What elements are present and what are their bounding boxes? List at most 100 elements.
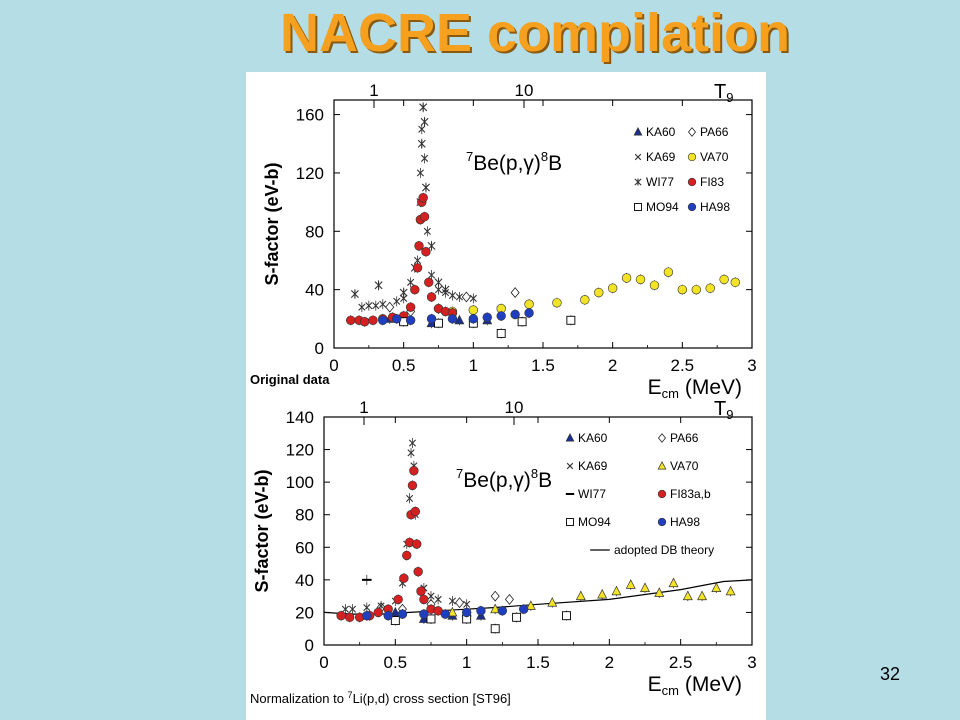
data-point <box>496 328 506 338</box>
legend-marker <box>687 152 697 162</box>
caption-rest: Li(p,d) cross section [ST96] <box>353 691 511 706</box>
data-point <box>552 298 562 308</box>
data-point <box>336 610 346 621</box>
x-tick-label: 1.5 <box>531 356 555 375</box>
data-point <box>420 117 429 126</box>
y-tick-label: 120 <box>286 441 314 460</box>
y-tick-label: 40 <box>295 571 314 590</box>
top-axis-label: T9 <box>714 398 733 422</box>
reaction-end: B <box>538 469 552 492</box>
slide-title: NACRE compilation <box>279 3 791 63</box>
data-point <box>719 274 729 285</box>
data-point <box>378 315 388 325</box>
data-point <box>597 588 608 599</box>
x-label-sub: cm <box>662 683 679 698</box>
x-label-rest: (MeV) <box>679 673 742 696</box>
data-point <box>419 609 429 619</box>
reaction-super-left: 7 <box>466 149 473 164</box>
data-point <box>461 291 471 303</box>
data-point <box>414 241 424 251</box>
reaction-label: 7Be(p,γ)8B <box>466 149 562 175</box>
data-point <box>408 439 417 447</box>
top-axis-label-main: T <box>714 81 726 103</box>
data-point <box>461 607 472 618</box>
data-point <box>350 290 359 299</box>
data-point <box>358 303 366 311</box>
x-label-sub: cm <box>662 386 679 401</box>
y-tick-label: 140 <box>286 408 314 427</box>
top-tick-label: 10 <box>505 398 524 417</box>
data-point <box>504 593 514 605</box>
data-point <box>427 271 436 279</box>
top-tick-label: 10 <box>515 81 534 100</box>
data-point <box>562 611 571 621</box>
x-label-rest: (MeV) <box>679 376 742 399</box>
legend-marker <box>566 518 574 526</box>
data-point <box>510 287 520 298</box>
data-point <box>468 314 479 324</box>
x-tick-label: 2 <box>608 356 617 375</box>
data-point <box>434 595 442 603</box>
x-tick-label: 0.5 <box>392 356 416 375</box>
data-point <box>374 281 383 290</box>
data-point <box>373 607 383 618</box>
data-point <box>417 139 426 148</box>
data-point <box>434 278 443 287</box>
data-point <box>397 609 408 619</box>
legend-marker <box>687 127 697 137</box>
data-point <box>412 263 423 273</box>
x-tick-label: 3 <box>747 653 756 672</box>
data-point <box>649 280 660 290</box>
x-tick-label: 2 <box>605 653 614 672</box>
data-point <box>490 603 501 614</box>
data-point <box>440 609 450 619</box>
caption-prefix: Normalization to <box>250 691 348 706</box>
y-tick-label: 0 <box>305 636 314 655</box>
data-point <box>490 624 500 634</box>
data-point <box>405 315 416 325</box>
data-point <box>410 506 421 517</box>
data-point <box>725 585 736 596</box>
legend-marker <box>687 202 697 212</box>
top-axis-label-sub: 9 <box>726 90 733 105</box>
legend-label: PA66 <box>700 125 729 139</box>
legend: KA60 PA66 KA69 VA70 WI77 FI83a,b MO94 HA98 adopt… <box>565 431 714 557</box>
data-point <box>476 606 486 616</box>
data-point <box>510 309 520 320</box>
x-tick-label: 3 <box>747 356 756 375</box>
data-point <box>402 550 412 561</box>
reaction-end: B <box>548 152 562 175</box>
data-point <box>463 600 471 608</box>
x-axis-label: Ecm (MeV) <box>648 376 742 401</box>
data-point <box>512 612 522 622</box>
x-tick-label: 0 <box>319 653 328 672</box>
data-point <box>424 277 434 288</box>
data-point <box>621 273 632 283</box>
top-tick-label: 1 <box>369 81 378 100</box>
y-tick-label: 60 <box>295 538 314 557</box>
reaction-main: Be(p,γ) <box>463 469 531 492</box>
x-label-main: E <box>648 376 662 399</box>
y-tick-label: 160 <box>296 106 324 125</box>
data-point <box>421 183 430 192</box>
data-point <box>412 539 422 549</box>
series-ka69 <box>358 124 477 313</box>
legend-marker <box>634 203 642 211</box>
data-point <box>419 594 429 605</box>
data-point <box>405 302 416 312</box>
data-point <box>668 577 679 588</box>
series-fi83a-b <box>336 465 443 623</box>
data-point <box>691 284 701 295</box>
legend: KA60 PA66 KA69 VA70 WI77 FI83 MO94 HA98 <box>633 125 730 214</box>
top-axis-label-sub: 9 <box>726 407 733 422</box>
legend-marker <box>657 461 667 470</box>
x-tick-label: 1 <box>469 356 478 375</box>
data-point <box>497 606 508 616</box>
data-point <box>730 277 740 288</box>
data-point <box>406 494 414 503</box>
data-point <box>418 193 428 203</box>
data-point <box>468 305 479 315</box>
x-tick-label: 1.5 <box>526 653 550 672</box>
y-axis-label: S-factor (eV-b) <box>262 162 282 285</box>
